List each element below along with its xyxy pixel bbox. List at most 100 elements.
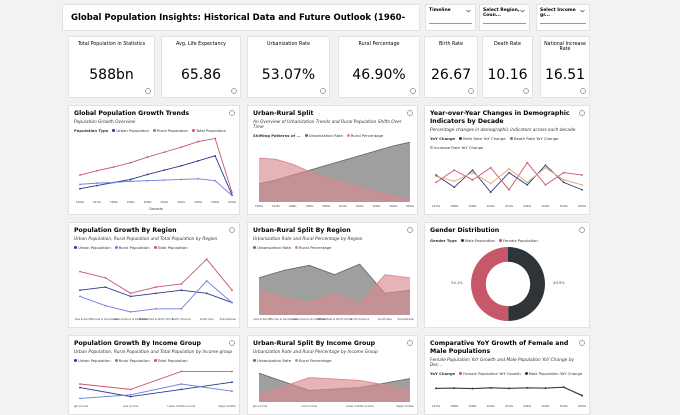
point: [112, 181, 115, 184]
info-circle: [229, 110, 235, 116]
series-line: [79, 286, 233, 304]
legend-title: Gender Type: [430, 238, 457, 243]
point: [180, 370, 183, 373]
info-circle: [407, 110, 413, 116]
legend: Urbanization Rate Rural Percentage: [253, 358, 412, 363]
x-tick-label: 1980s: [289, 204, 298, 208]
legend-swatch: [498, 239, 502, 242]
x-tick-label: Sub-Saharan Africa: [398, 317, 414, 321]
legend-label: Rural Percentage: [350, 133, 384, 138]
point: [214, 179, 217, 182]
point: [180, 388, 183, 391]
info-icon: [410, 88, 416, 94]
point: [79, 383, 81, 385]
series-line: [435, 162, 583, 191]
legend-item: Male Population: [460, 238, 495, 243]
legend-item: Urban Population: [74, 358, 111, 363]
info-icon: [229, 340, 235, 346]
panel-subtitle: Urban Population, Rural Population and T…: [74, 237, 218, 242]
legend-swatch: [460, 239, 464, 242]
x-tick-label: 1990s: [469, 404, 478, 408]
chevron: [580, 9, 585, 13]
panel: Year-over-Year Changes in Demographic In…: [424, 105, 590, 215]
x-tick-label: 1980s: [110, 200, 119, 204]
legend-label: Birth Rate YoY Change: [463, 136, 506, 141]
point: [129, 388, 132, 391]
x-tick-label: 2020s: [177, 200, 186, 204]
point: [146, 179, 149, 182]
point: [79, 289, 81, 292]
slicer[interactable]: Select Income gr...: [536, 4, 590, 31]
legend: Shifting Patterns of ... Urbanization Rat…: [253, 133, 412, 138]
point: [163, 169, 166, 171]
point: [180, 307, 183, 310]
panel: Gender Distribution Gender Type Male Popul…: [424, 222, 590, 328]
x-tick-label: East Asia & Pacific: [74, 317, 92, 321]
legend-item: Rural Population: [152, 128, 188, 133]
info-circle: [229, 227, 235, 233]
panel: Global Population Growth Trends Populatio…: [68, 105, 240, 215]
point: [435, 175, 437, 178]
point: [544, 387, 547, 390]
info-icon: [523, 88, 529, 94]
legend: Urbanization Rate Rural Percentage: [253, 245, 412, 250]
legend-swatch: [112, 129, 116, 132]
point: [231, 191, 233, 194]
legend-label: Total Population: [195, 128, 226, 133]
legend-label: Male Population YoY Change: [528, 371, 583, 376]
legend-swatch: [74, 359, 77, 362]
x-tick-label: 2010s: [505, 204, 514, 208]
x-tick-label: 2000s: [322, 204, 331, 208]
point: [471, 171, 474, 174]
x-tick-label: Low income: [123, 404, 139, 408]
kpi-card: Death Rate 10.16: [482, 36, 533, 98]
info-circle: [229, 340, 235, 346]
panel-header: Urban-Rural Split An Overview of Urbaniza…: [253, 110, 412, 138]
legend-label: Total Population: [157, 358, 188, 363]
legend-title: Shifting Patterns of ...: [253, 133, 301, 138]
point: [489, 387, 492, 389]
x-tick-label: 2010s: [339, 204, 348, 208]
kpi-value: 65.86: [180, 67, 222, 83]
point: [180, 146, 183, 149]
panel: Population Growth By Region Urban Populat…: [68, 222, 240, 328]
legend-item: Increase Rate YoY Change: [430, 145, 483, 150]
legend-swatch: [459, 372, 463, 375]
point: [79, 183, 81, 186]
legend-swatch: [153, 246, 157, 249]
legend-label: Rural Percentage: [299, 245, 332, 250]
legend-label: Urbanization Rate: [257, 245, 292, 250]
slicer[interactable]: Timeline: [425, 4, 476, 31]
legend-item: Total Population: [191, 128, 226, 133]
point: [197, 159, 200, 162]
legend-item: Rural Population: [114, 358, 150, 363]
legend-item: Urbanization Rate: [304, 133, 343, 138]
panel-title: Comparative YoY Growth of Female and Mal…: [430, 340, 569, 355]
point: [180, 283, 183, 285]
x-tick-label: 2050s: [228, 200, 236, 204]
point: [544, 164, 547, 167]
kpi-card: Total Population in Statistics 588bn: [68, 36, 155, 98]
panel-header: Urban-Rural Split By Income Group Urbaniz…: [253, 340, 412, 363]
chart: 1970s 1980s 1990s 2000s 2010s 2020s 2030s 2040s…: [432, 386, 586, 408]
slicer[interactable]: Select Region, Coun...: [479, 4, 530, 31]
point: [581, 183, 583, 186]
info-circle: [410, 88, 416, 94]
chevron: [466, 9, 471, 13]
series-line: [79, 137, 233, 193]
legend-item: Male Population YoY Change: [524, 371, 583, 376]
info-icon: [468, 88, 474, 94]
legend-swatch: [509, 137, 513, 140]
point: [231, 194, 233, 197]
point: [471, 179, 474, 181]
point: [231, 301, 233, 304]
point: [453, 186, 456, 189]
point: [155, 286, 157, 288]
x-tick-label: 1990s: [305, 204, 314, 208]
info-circle: [580, 88, 586, 94]
info-circle: [145, 88, 151, 94]
x-tick-label: East Asia & Pacific: [253, 317, 271, 321]
x-tick-label: North America: [350, 317, 369, 321]
